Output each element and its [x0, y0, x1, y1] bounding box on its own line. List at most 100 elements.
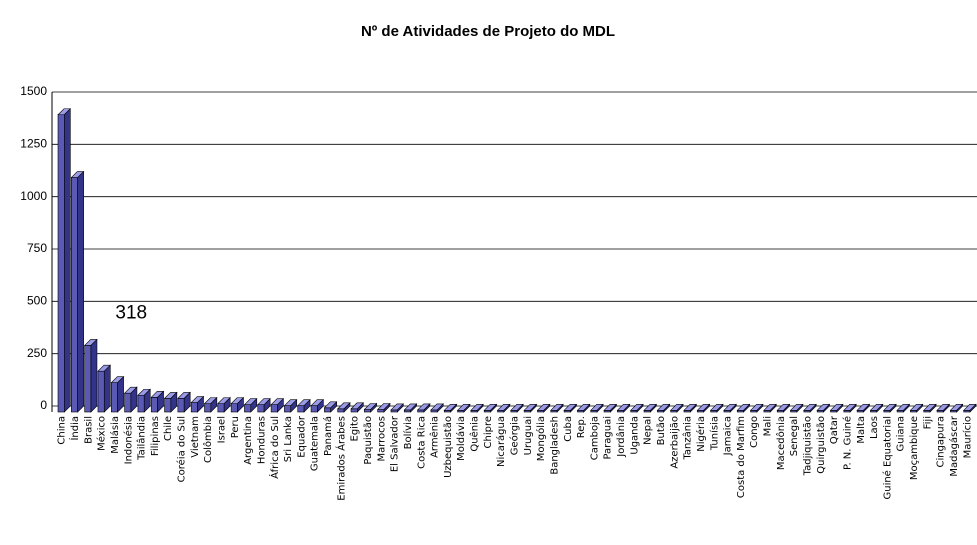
- chart-title: Nº de Atividades de Projeto do MDL: [361, 23, 615, 40]
- bar-side: [610, 403, 617, 413]
- bar-side: [237, 396, 244, 413]
- bar-side: [929, 403, 937, 413]
- x-tick-label: Indonésia: [122, 416, 134, 464]
- bar-side: [836, 403, 844, 413]
- x-tick-label: Laos: [869, 416, 880, 439]
- x-tick-label: Bangladesh: [549, 416, 560, 475]
- bar-side: [530, 403, 537, 413]
- bar: [124, 392, 132, 413]
- bar: [97, 370, 105, 413]
- x-tick-label: Brasil: [83, 416, 94, 444]
- x-tick-label: Mali: [763, 416, 774, 436]
- x-tick-label: Geórgia: [509, 416, 521, 455]
- bar-side: [143, 388, 151, 413]
- x-tick-label: Argentina: [243, 416, 254, 465]
- x-tick-label: Uzbequistão: [443, 416, 454, 478]
- bar-side: [423, 403, 431, 413]
- y-tick-label: 500: [27, 294, 47, 308]
- x-tick-label: Jamaica: [723, 416, 734, 456]
- x-tick-label: Tailândia: [136, 416, 148, 461]
- y-tick-label: 1000: [20, 189, 47, 203]
- bar-side: [250, 397, 258, 413]
- bar-side: [636, 403, 644, 413]
- x-tick-label: Bolívia: [402, 416, 414, 449]
- bar-side: [410, 403, 417, 413]
- x-tick-label: Peru: [230, 416, 241, 438]
- bar: [430, 409, 438, 413]
- x-tick-label: Egito: [350, 416, 361, 441]
- x-tick-label: Tanzânia: [682, 416, 694, 461]
- x-tick-label: África do Sul: [268, 416, 281, 479]
- bar-side: [183, 391, 191, 413]
- bar-side: [916, 403, 924, 413]
- x-tick-label: Guatemala: [310, 416, 321, 471]
- bar-side: [570, 403, 577, 413]
- x-tick-label: Uganda: [629, 416, 640, 455]
- bar-side: [343, 402, 351, 413]
- bar-side: [796, 403, 804, 413]
- bar-side: [170, 391, 178, 413]
- data-label: 318: [115, 302, 147, 323]
- bar: [137, 394, 145, 413]
- x-tick-label: Azerbaijão: [669, 416, 680, 469]
- x-tick-label: Madagáscar: [948, 415, 960, 477]
- bar: [110, 382, 118, 413]
- bar-side: [263, 397, 271, 413]
- bar-side: [583, 403, 591, 413]
- bar-side: [596, 403, 604, 413]
- bar-side: [277, 397, 284, 413]
- bar: [324, 407, 331, 413]
- bar-side: [743, 403, 750, 413]
- bar-side: [516, 403, 524, 413]
- x-tick-label: Filipinas: [150, 416, 161, 456]
- x-tick-label: Costa Rica: [416, 416, 427, 469]
- bar: [84, 345, 92, 413]
- bar-side: [969, 403, 977, 413]
- x-tick-label: Rep.: [576, 416, 587, 438]
- bar-side: [876, 403, 884, 413]
- bar-side: [476, 403, 484, 413]
- bar: [230, 403, 238, 413]
- bar: [377, 409, 385, 413]
- x-tick-label: Macedônia: [775, 416, 787, 470]
- bar: [270, 404, 278, 413]
- bar-side: [716, 403, 724, 413]
- bar: [284, 405, 292, 413]
- x-tick-label: Índia: [68, 416, 81, 441]
- bar-side: [490, 403, 497, 413]
- bar-side: [823, 403, 830, 413]
- bar-side: [783, 403, 790, 413]
- x-tick-label: Armênia: [429, 416, 441, 458]
- x-tick-label: Tadjiquistão: [803, 416, 814, 476]
- x-tick-label: Panamá: [322, 416, 334, 456]
- x-tick-label: Qatar: [829, 415, 840, 444]
- bar-side: [463, 403, 471, 413]
- x-tick-label: Mongólia: [535, 416, 547, 461]
- x-tick-label: Moldávia: [455, 416, 467, 461]
- x-tick-label: Guiana: [896, 416, 907, 451]
- bar-side: [849, 403, 857, 413]
- bar-side: [396, 403, 404, 413]
- x-tick-label: Quirguistão: [816, 416, 827, 474]
- bar-side: [676, 403, 684, 413]
- bar-side: [303, 398, 311, 413]
- bar-side: [290, 398, 298, 413]
- bar-side: [889, 403, 897, 413]
- x-tick-label: Malta: [856, 416, 867, 444]
- x-tick-label: Marrocos: [376, 416, 387, 462]
- x-tick-label: Nigéria: [695, 416, 707, 452]
- bar-side: [690, 403, 697, 413]
- x-tick-label: Quênia: [469, 416, 481, 452]
- x-tick-label: Moçambique: [909, 416, 920, 480]
- x-tick-label: Uruguai: [523, 416, 534, 455]
- x-tick-label: Maurício: [961, 416, 973, 458]
- bar-side: [503, 403, 511, 413]
- x-tick-label: Costa do Marfim: [736, 416, 747, 498]
- x-tick-label: Guiné Equatorial: [881, 416, 893, 500]
- bar-side: [650, 403, 657, 413]
- x-tick-label: Emirados Árabes: [334, 416, 347, 501]
- bar-side: [863, 403, 870, 413]
- x-tick-label: Nepal: [643, 416, 654, 445]
- bar: [164, 398, 172, 413]
